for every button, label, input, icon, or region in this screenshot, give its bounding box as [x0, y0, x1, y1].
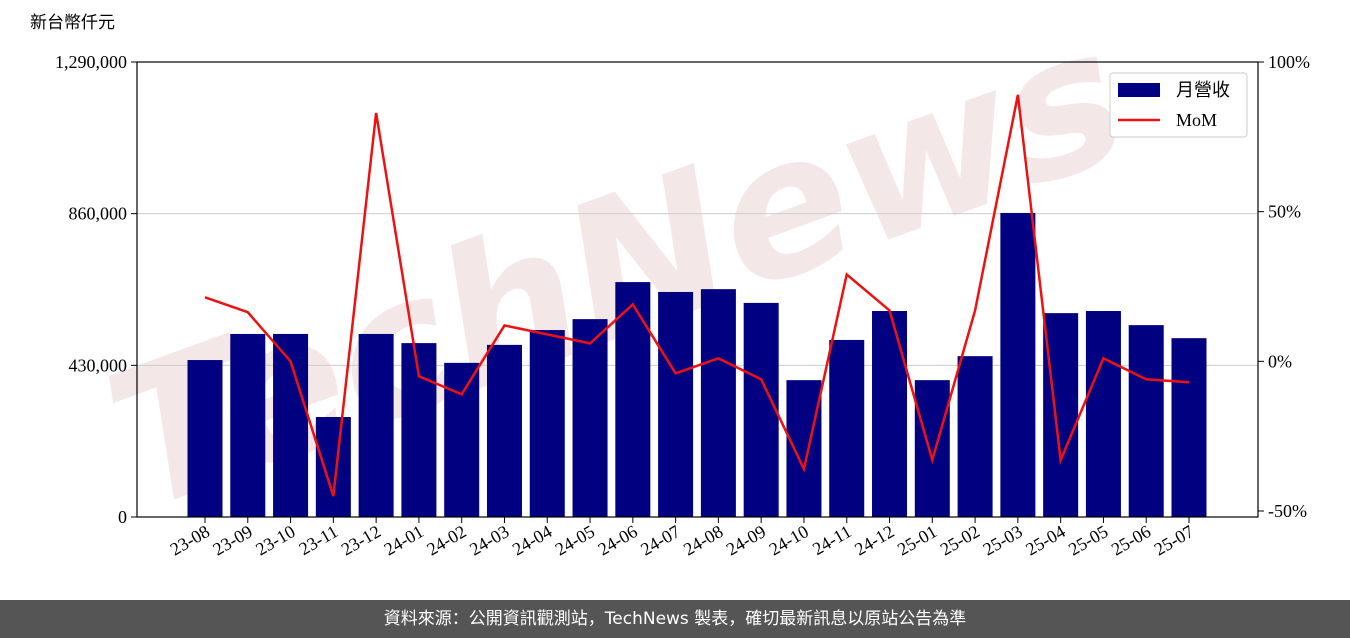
bar [1171, 338, 1207, 517]
legend-label: MoM [1176, 110, 1217, 130]
bar [1128, 325, 1164, 517]
x-tick-label: 24-06 [594, 521, 640, 559]
x-tick-label: 24-11 [809, 521, 855, 559]
bar [957, 356, 993, 517]
y-tick-label: 430,000 [69, 355, 128, 375]
x-tick-label: 25-05 [1065, 521, 1111, 559]
bar [315, 417, 351, 517]
x-tick-label: 24-03 [466, 521, 512, 559]
x-tick-label: 24-04 [509, 521, 555, 559]
x-tick-label: 25-01 [894, 521, 940, 559]
x-tick-label: 24-05 [552, 521, 598, 559]
bar [1085, 311, 1121, 517]
bar [1043, 313, 1079, 517]
bar [872, 311, 908, 517]
x-tick-label: 23-11 [296, 521, 342, 559]
y2-tick-label: 100% [1268, 52, 1310, 72]
bar [743, 302, 779, 517]
bar [187, 360, 223, 517]
bar [615, 282, 651, 517]
x-tick-label: 25-02 [937, 521, 983, 559]
x-tick-label: 25-03 [979, 521, 1025, 559]
y-tick-label: 860,000 [69, 204, 128, 224]
x-tick-label: 24-01 [381, 521, 427, 559]
legend-swatch [1118, 83, 1160, 97]
y2-tick-label: 0% [1268, 351, 1292, 371]
chart: 新台幣仟元 TechNews 0430,000860,0001,290,000-… [30, 0, 1310, 559]
bar [914, 380, 950, 517]
x-tick-label: 23-12 [338, 521, 384, 559]
bar [700, 289, 736, 517]
legend-label: 月營收 [1176, 80, 1230, 100]
y-tick-label: 1,290,000 [55, 52, 127, 72]
y-tick-label: 0 [118, 507, 127, 527]
x-tick-label: 25-06 [1108, 521, 1154, 559]
bar [486, 344, 522, 517]
x-tick-label: 25-07 [1151, 521, 1197, 559]
y2-tick-label: -50% [1268, 501, 1307, 521]
y-axis-label: 新台幣仟元 [30, 13, 115, 33]
bar [529, 330, 565, 517]
bar [786, 380, 822, 517]
bar [230, 333, 266, 517]
bar [358, 333, 394, 517]
x-tick-label: 23-10 [252, 521, 298, 559]
x-tick-label: 25-04 [1022, 521, 1068, 559]
bar [658, 291, 694, 517]
x-tick-label: 24-08 [680, 521, 726, 559]
plot-frame [136, 61, 1259, 518]
line [204, 94, 1190, 497]
bar [444, 362, 480, 517]
x-tick-label: 24-09 [723, 521, 769, 559]
bar [829, 339, 865, 517]
y2-tick-label: 50% [1268, 202, 1301, 222]
bar [1000, 212, 1036, 517]
x-tick-label: 24-12 [851, 521, 897, 559]
bar [572, 319, 608, 517]
x-tick-label: 24-02 [423, 521, 469, 559]
footer: 資料來源：公開資訊觀測站，TechNews 製表，確切最新訊息以原站公告為準 [0, 600, 1350, 638]
x-tick-label: 24-07 [637, 521, 683, 559]
x-tick-label: 24-10 [766, 521, 812, 559]
